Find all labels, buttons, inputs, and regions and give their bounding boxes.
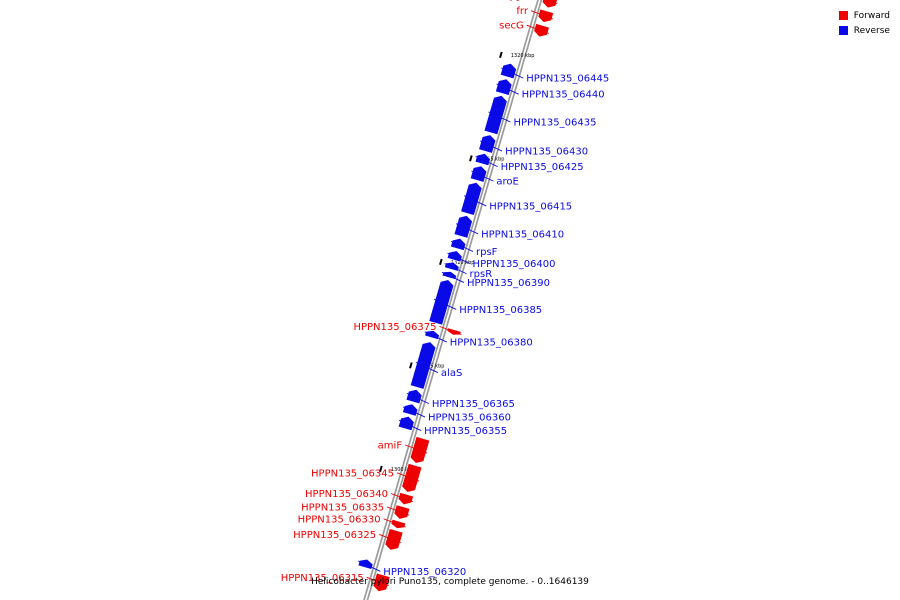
gene-label: HPPN135_06380 <box>450 338 533 349</box>
gene-label: HPPN135_06315 <box>281 573 364 584</box>
scale-tick <box>409 362 413 369</box>
label-leader-line <box>479 140 503 152</box>
gene-arrow <box>541 0 558 9</box>
gene-label: amiF <box>378 440 403 451</box>
genome-backbone <box>363 0 543 600</box>
tick-label: 1315 kbp <box>481 156 505 162</box>
gene-label: HPPN135_06330 <box>298 514 381 525</box>
label-leader-lines <box>358 0 558 587</box>
scale-tick <box>499 51 503 59</box>
gene-label: pyrE <box>510 0 533 2</box>
label-leader-line <box>545 0 558 5</box>
tick-label: 1300 kbp <box>391 467 415 473</box>
label-leader-line <box>366 576 389 587</box>
label-leader-line <box>406 392 430 405</box>
gene-arrow <box>401 463 423 493</box>
gene-label: HPPN135_06430 <box>505 147 588 158</box>
gene-label: HPPN135_06325 <box>293 530 376 541</box>
gene-label: secG <box>499 21 524 32</box>
gene-label: HPPN135_06355 <box>424 426 507 437</box>
legend-forward-label: Forward <box>853 10 890 21</box>
legend-reverse: Reverse <box>838 23 890 38</box>
label-leader-line <box>396 472 420 482</box>
gene-label: rpsR <box>470 269 493 280</box>
label-leader-line <box>441 271 465 283</box>
gene-label: HPPN135_06425 <box>501 162 584 173</box>
gene-label: HPPN135_06390 <box>467 278 550 289</box>
gene-label: HPPN135_06445 <box>526 74 609 85</box>
tick-label: 1320 kbp <box>511 53 535 59</box>
gene-label: rpsF <box>476 247 498 258</box>
label-leader-line <box>464 195 487 207</box>
label-leader-line <box>526 24 549 34</box>
label-leader-line <box>471 170 494 182</box>
gene-label: HPPN135_06320 <box>383 567 466 578</box>
legend: Forward Reverse <box>838 8 890 38</box>
gene-label: HPPN135_06365 <box>432 399 515 410</box>
gene-label: HPPN135_06415 <box>489 201 572 212</box>
forward-swatch <box>838 11 848 20</box>
label-leader-line <box>378 533 402 544</box>
reverse-swatch <box>838 26 848 35</box>
label-leader-line <box>386 506 410 516</box>
label-leader-line <box>447 252 470 264</box>
label-leader-line <box>404 444 428 454</box>
legend-forward: Forward <box>838 8 890 23</box>
gene-label: aroE <box>496 177 518 188</box>
gene-label: HPPN135_06410 <box>481 229 564 240</box>
label-leader-line <box>475 155 498 168</box>
label-leader-line <box>488 111 511 123</box>
gene-arrow <box>384 528 404 551</box>
gene-arrow <box>397 492 414 506</box>
label-leader-line <box>450 240 474 252</box>
legend-reverse-label: Reverse <box>853 25 890 36</box>
gene-label: HPPN135_06440 <box>522 90 605 101</box>
tick-label: 1310 kbp <box>451 260 475 266</box>
gene-label: HPPN135_06335 <box>301 502 384 513</box>
gene-label: HPPN135_06400 <box>473 259 556 270</box>
gene-label: HPPN135_06435 <box>514 118 597 129</box>
scale-ticks: 1320 kbp 1315 kbp 1310 kbp 1305 kbp 1300 kbp <box>379 51 535 473</box>
gene-label: frr <box>516 6 528 17</box>
gene-arrow <box>409 436 431 464</box>
gene-arrow <box>372 572 391 592</box>
gene-label: HPPN135_06375 <box>353 322 436 333</box>
label-leader-line <box>434 298 457 310</box>
gene-label: HPPN135_06385 <box>459 305 542 316</box>
label-leader-line <box>383 518 406 528</box>
label-leader-line <box>415 361 439 373</box>
label-leader-line <box>455 223 479 235</box>
tick-label: 1305 kbp <box>421 363 445 369</box>
gene-label: HPPN135_06345 <box>311 468 394 479</box>
gene-arrow <box>533 23 550 38</box>
backbone-inner <box>364 0 541 600</box>
gene-labels: pyrE frr secG HPPN135_06445 HPPN135_06440 HPP… <box>281 0 610 584</box>
label-leader-line <box>496 83 519 95</box>
gene-label: HPPN135_06340 <box>305 489 388 500</box>
gene-label: alaS <box>441 368 462 379</box>
label-leader-line <box>402 406 426 418</box>
scale-tick <box>379 465 383 473</box>
label-leader-line <box>424 331 447 343</box>
scale-tick <box>469 155 473 162</box>
label-leader-line <box>530 10 554 20</box>
gene-arrow <box>537 8 554 23</box>
label-leader-line <box>390 493 414 503</box>
label-leader-line <box>501 67 524 79</box>
scale-tick <box>439 258 443 266</box>
label-leader-line <box>398 419 422 431</box>
label-leader-line <box>358 560 381 572</box>
label-leader-line <box>439 325 462 336</box>
label-leader-line <box>444 263 467 275</box>
gene-label: HPPN135_06360 <box>428 413 511 424</box>
gene-arrow <box>393 504 411 520</box>
map-caption: Helicobacter pylori Puno135, complete ge… <box>311 577 589 587</box>
